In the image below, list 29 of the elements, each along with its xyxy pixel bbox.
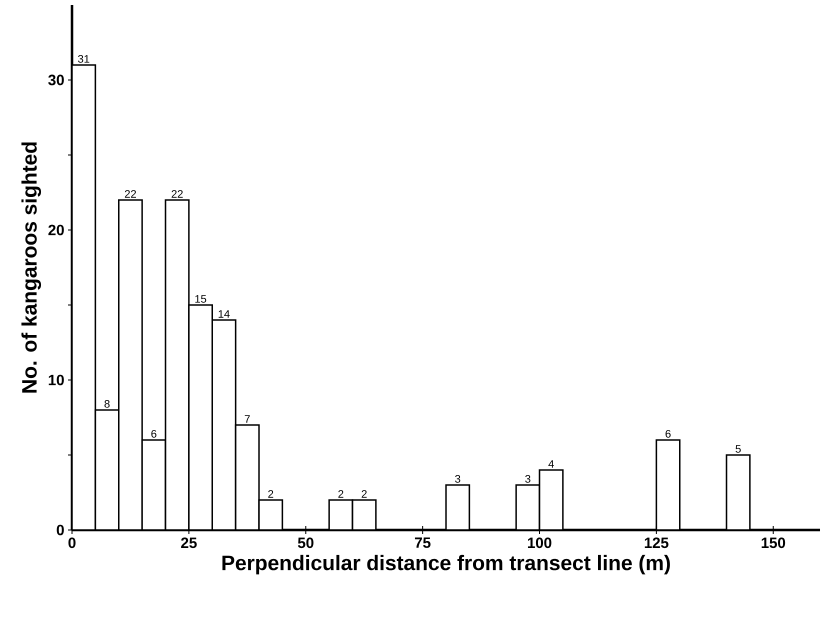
data-label: 3 bbox=[525, 474, 530, 483]
x-tick-label: 150 bbox=[762, 538, 786, 548]
data-label: 2 bbox=[362, 490, 367, 498]
data-label: 4 bbox=[548, 460, 554, 468]
y-axis-title: No. of kangaroos sighted bbox=[21, 142, 42, 393]
x-tick-label: 25 bbox=[181, 538, 197, 548]
y-tick-label: 30 bbox=[48, 74, 64, 86]
data-label: 31 bbox=[78, 54, 90, 63]
y-tick-label: 10 bbox=[48, 374, 64, 386]
data-label: 7 bbox=[244, 415, 250, 423]
x-tick-label: 75 bbox=[414, 538, 431, 548]
data-label: 6 bbox=[666, 430, 671, 438]
data-label: 2 bbox=[338, 490, 344, 498]
data-label: 22 bbox=[172, 190, 183, 198]
data-label: 22 bbox=[124, 190, 136, 198]
data-label: 14 bbox=[218, 310, 230, 318]
y-tick-label: 0 bbox=[56, 524, 64, 536]
x-tick-label: 0 bbox=[68, 538, 76, 548]
x-tick-label: 50 bbox=[298, 538, 314, 548]
data-label: 2 bbox=[268, 490, 274, 498]
x-tick-label: 100 bbox=[528, 538, 552, 548]
x-tick-label: 125 bbox=[644, 538, 668, 548]
data-label: 5 bbox=[736, 445, 741, 453]
data-label: 3 bbox=[455, 474, 460, 483]
data-label: 8 bbox=[104, 400, 110, 408]
x-axis-title: Perpendicular distance from transect line (m) bbox=[222, 554, 670, 574]
data-label: 6 bbox=[151, 430, 156, 438]
y-tick-label: 20 bbox=[48, 224, 64, 236]
data-label: 15 bbox=[195, 295, 206, 303]
